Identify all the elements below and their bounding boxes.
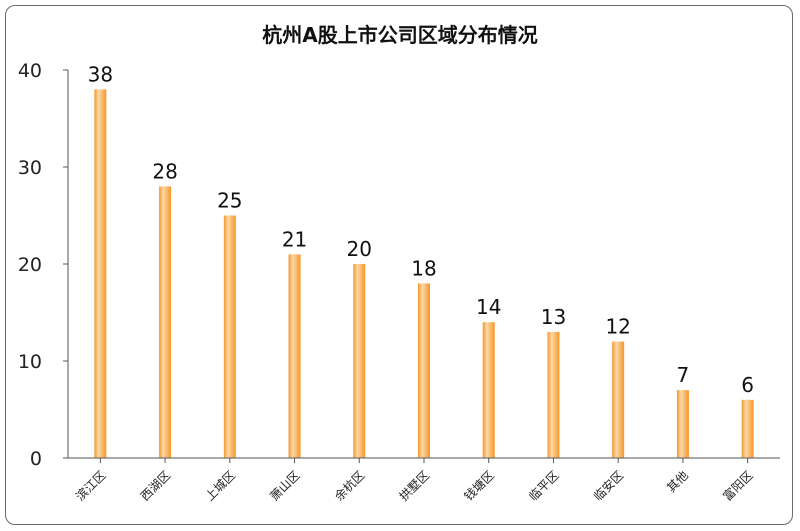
data-label: 20: [347, 237, 372, 261]
y-tick-label: 30: [18, 157, 42, 179]
data-label: 21: [282, 227, 307, 251]
bars: [94, 89, 754, 459]
data-label: 28: [152, 159, 177, 183]
data-label: 6: [741, 373, 754, 397]
bar: [741, 399, 754, 458]
chart-title: 杭州A股上市公司区域分布情况: [262, 23, 537, 47]
bar: [353, 264, 366, 458]
bar: [94, 89, 107, 459]
x-tick-label: 西湖区: [137, 468, 173, 504]
data-label: 7: [677, 363, 690, 387]
bar: [612, 341, 625, 458]
y-axis: 0 10 20 30 40: [18, 60, 69, 470]
x-tick-label: 滨江区: [72, 468, 108, 504]
chart-frame: [5, 5, 793, 525]
y-tick-label: 0: [30, 448, 42, 470]
data-label: 25: [217, 189, 242, 213]
x-tick-label: 临安区: [590, 468, 626, 504]
x-tick-label: 拱墅区: [397, 468, 432, 503]
data-label: 12: [605, 315, 630, 339]
x-tick-label: 其他: [664, 468, 691, 495]
x-tick-label: 余杭区: [331, 468, 367, 504]
bar: [547, 331, 560, 458]
data-labels: 38 28 25 21 20 18 14 13 12 7 6: [88, 62, 754, 396]
x-tick-label: 上城区: [203, 468, 238, 503]
x-tick-label: 临平区: [526, 468, 561, 503]
data-label: 38: [88, 62, 113, 86]
bar: [159, 186, 172, 458]
data-label: 14: [476, 295, 501, 319]
bar: [418, 283, 430, 458]
x-tick-label: 萧山区: [267, 468, 302, 503]
x-axis: 滨江区 西湖区 上城区 萧山区 余杭区 拱墅区 钱塘区 临平区 临安区 其他 富阳区: [68, 457, 780, 504]
x-tick-label: 钱塘区: [461, 468, 497, 504]
bar: [482, 322, 495, 458]
y-tick-label: 40: [18, 60, 42, 82]
y-tick-label: 10: [18, 351, 42, 373]
y-tick-label: 20: [18, 254, 42, 276]
bar: [223, 215, 236, 458]
bar: [676, 390, 689, 458]
bar: [288, 254, 301, 458]
x-tick-label: 富阳区: [720, 468, 756, 504]
data-label: 13: [541, 305, 566, 329]
data-label: 18: [411, 256, 436, 280]
